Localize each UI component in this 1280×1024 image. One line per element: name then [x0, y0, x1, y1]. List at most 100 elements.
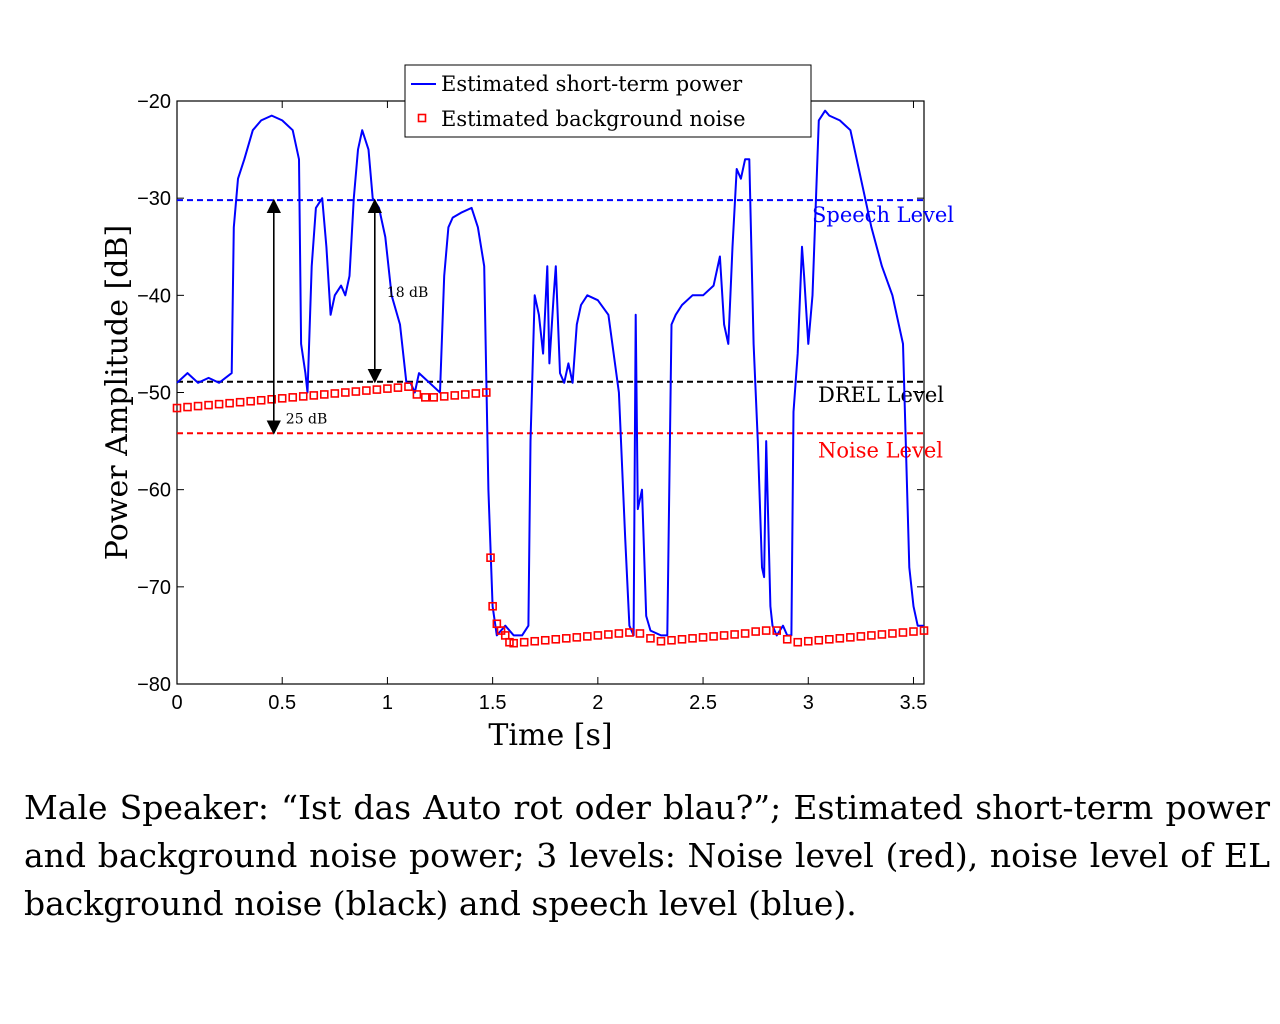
data-point-background-noise [362, 386, 371, 395]
data-point-background-noise [793, 637, 803, 647]
data-point-background-noise [572, 633, 582, 642]
data-point-background-noise [625, 628, 634, 637]
x-tick-label: 1 [382, 692, 393, 714]
y-tick-label: −20 [137, 91, 171, 113]
legend-label: Estimated background noise [441, 107, 746, 131]
data-point-background-noise [450, 391, 460, 400]
data-point-background-noise [772, 626, 782, 635]
data-point-background-noise [877, 630, 887, 639]
data-point-background-noise [761, 626, 771, 635]
annotation-label: 25 dB [286, 411, 328, 427]
x-tick-label: 3 [803, 692, 814, 714]
data-point-background-noise [519, 637, 529, 647]
y-tick-label: −50 [137, 383, 171, 405]
data-point-background-noise [709, 632, 718, 641]
data-point-background-noise [561, 634, 571, 643]
data-point-background-noise [372, 385, 382, 394]
data-point-background-noise [225, 398, 234, 408]
data-point-background-noise [482, 388, 491, 397]
data-point-background-noise [429, 393, 439, 402]
legend-marker-swatch [417, 113, 427, 123]
data-point-background-noise [719, 631, 729, 640]
chart-figure: Speech Level DREL Level Noise Level 25 dB 1… [100, 64, 954, 753]
data-point-background-noise [540, 635, 550, 645]
data-point-background-noise [509, 638, 518, 648]
data-point-background-noise [383, 384, 392, 393]
data-point-background-noise [782, 635, 792, 644]
data-point-background-noise [656, 636, 666, 646]
data-point-background-noise [646, 634, 655, 643]
data-point-background-noise [530, 636, 540, 646]
x-tick-label: 0.5 [268, 692, 296, 714]
data-point-background-noise [614, 629, 624, 638]
figure-caption: Male Speaker: “Ist das Auto rot oder bla… [24, 788, 1270, 923]
data-point-background-noise [803, 636, 813, 646]
data-point-background-noise [846, 633, 855, 642]
plot-area-frame [176, 100, 925, 685]
data-point-background-noise [583, 632, 592, 641]
x-tick-label: 2 [592, 692, 603, 714]
y-tick-label: −30 [137, 188, 171, 210]
data-point-background-noise [319, 390, 329, 399]
data-point-background-noise [204, 400, 213, 410]
data-point-background-noise [909, 627, 918, 636]
x-tick-label: 2.5 [689, 692, 717, 714]
y-tick-label: −40 [137, 285, 171, 307]
y-tick-label: −80 [137, 674, 171, 696]
x-axis-label: Time [s] [488, 718, 612, 753]
legend-label: Estimated short-term power [441, 72, 743, 96]
data-point-background-noise [888, 629, 897, 638]
x-tick-label: 0 [171, 692, 182, 714]
reference-line-label: Speech Level [812, 203, 954, 227]
x-tick-label: 1.5 [479, 692, 507, 714]
data-point-background-noise [751, 627, 760, 636]
data-point-background-noise [730, 630, 739, 639]
y-axis-label: Power Amplitude [dB] [100, 225, 135, 560]
reference-line-label: Noise Level [818, 438, 943, 462]
data-point-background-noise [471, 389, 481, 398]
data-point-background-noise [488, 601, 497, 611]
data-point-background-noise [330, 389, 340, 398]
data-point-background-noise [856, 632, 866, 641]
y-tick-label: −60 [137, 480, 171, 502]
x-tick-label: 3.5 [900, 692, 928, 714]
data-point-background-noise [420, 393, 430, 402]
data-point-background-noise [298, 392, 308, 401]
data-point-background-noise [825, 635, 834, 644]
data-point-background-noise [183, 402, 192, 412]
data-point-background-noise [439, 392, 449, 401]
data-point-background-noise [351, 387, 361, 396]
data-point-background-noise [235, 397, 245, 407]
data-point-background-noise [288, 393, 298, 402]
data-point-background-noise [593, 631, 603, 640]
legend-box [404, 64, 812, 138]
data-point-background-noise [246, 396, 255, 406]
data-point-background-noise [867, 631, 876, 640]
data-point-background-noise [604, 630, 613, 639]
data-point-background-noise [740, 629, 750, 638]
data-point-background-noise [412, 390, 422, 399]
data-point-background-noise [667, 635, 676, 645]
data-point-background-noise [898, 628, 908, 637]
data-point-background-noise [460, 390, 470, 399]
data-point-background-noise [919, 626, 929, 635]
annotation-label: 18 dB [387, 285, 429, 301]
data-point-background-noise [172, 403, 182, 413]
data-point-background-noise [814, 635, 824, 645]
data-point-background-noise [256, 395, 266, 405]
series-line-short-term-power [176, 109, 924, 637]
chart-svg: Speech Level DREL Level Noise Level 25 dB 1… [100, 64, 954, 753]
data-point-background-noise [277, 394, 287, 403]
data-point-background-noise [309, 391, 319, 400]
data-point-background-noise [193, 401, 203, 411]
data-point-background-noise [835, 634, 845, 643]
data-point-background-noise [341, 388, 350, 397]
data-point-background-noise [677, 635, 687, 644]
data-point-background-noise [635, 629, 645, 638]
y-tick-label: −70 [137, 577, 171, 599]
data-point-background-noise [698, 633, 708, 642]
reference-line-label: DREL Level [818, 383, 944, 407]
data-point-background-noise [214, 399, 224, 409]
data-point-background-noise [393, 383, 403, 392]
data-point-background-noise [486, 553, 495, 562]
